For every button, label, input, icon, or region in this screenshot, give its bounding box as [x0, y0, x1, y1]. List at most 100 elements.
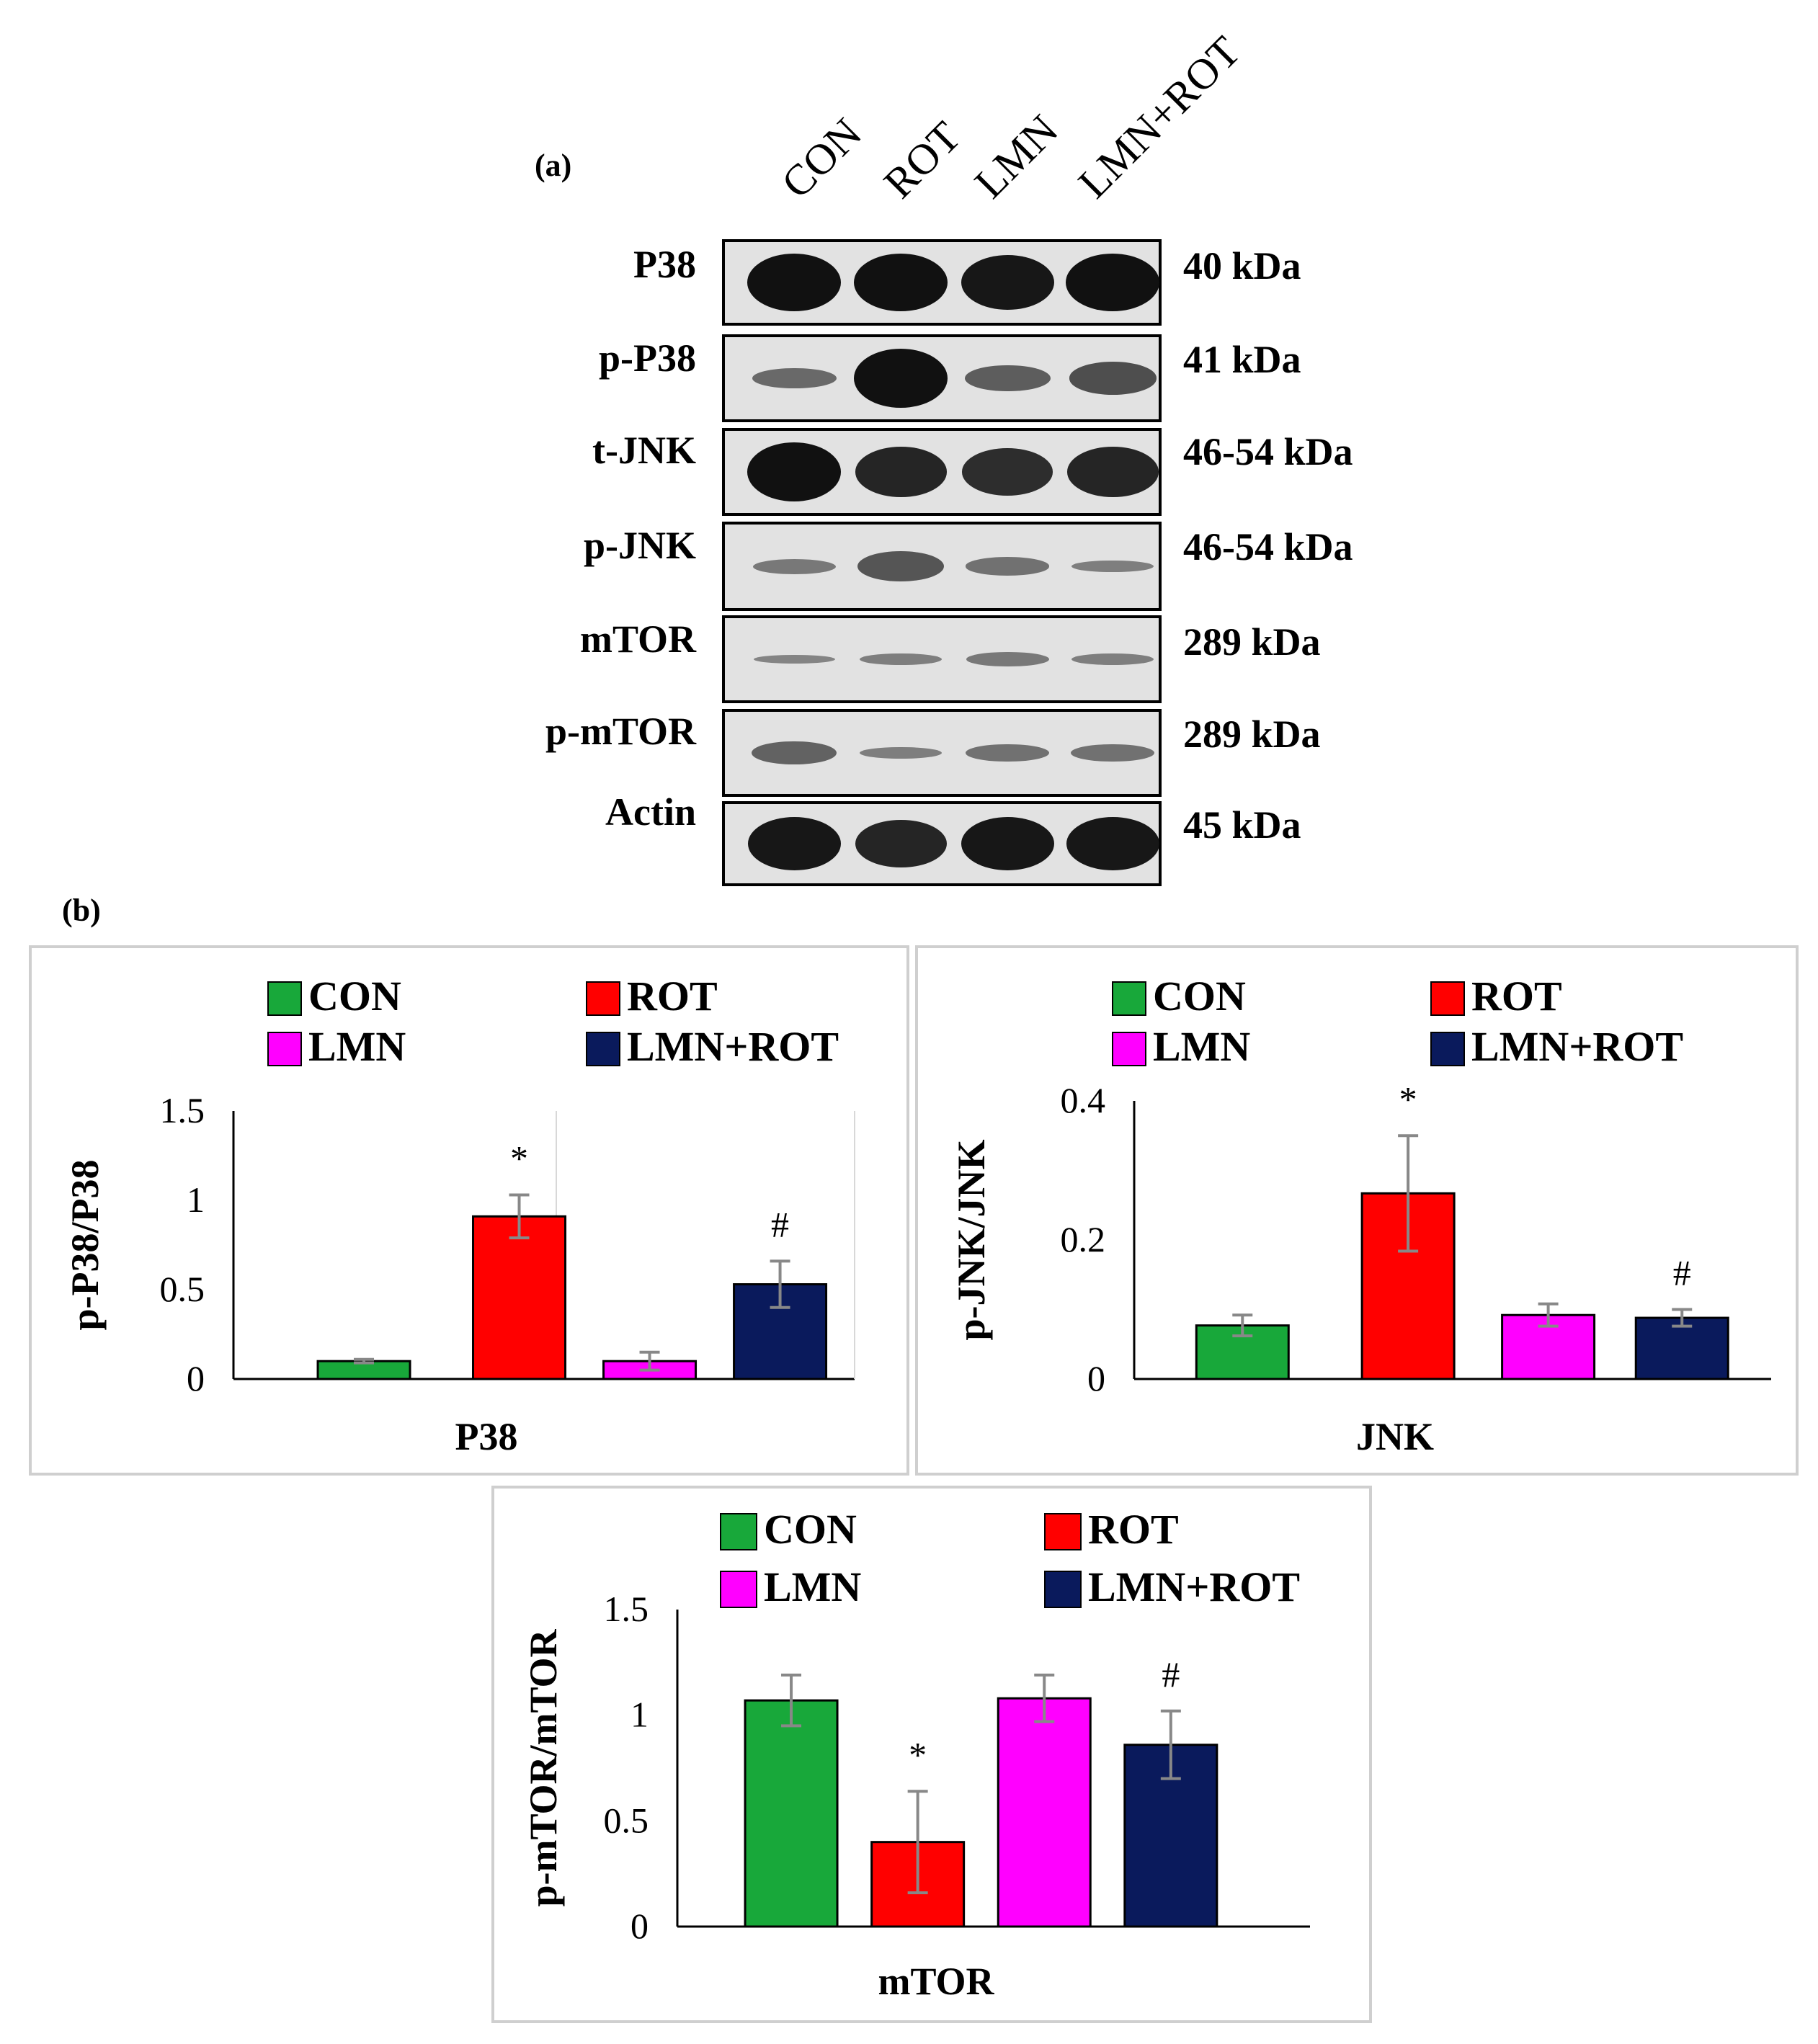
blot-strip	[722, 334, 1162, 422]
blot-strip	[722, 428, 1162, 516]
p38-chart-frame: CON ROT LMN LMN+ROT 0 0.5 1 1.5 * # P38 p-P38/P38	[29, 945, 909, 1476]
legend-label: CON	[764, 1506, 857, 1553]
blot-band	[1069, 362, 1157, 395]
legend-swatch	[1044, 1513, 1082, 1550]
y-tick-label: 1	[630, 1695, 649, 1735]
blot-band	[961, 816, 1054, 871]
lane-label: LMN	[965, 105, 1067, 207]
blot-band	[966, 744, 1049, 762]
blot-protein-label: p-mTOR	[545, 710, 696, 753]
y-tick-label: 1.5	[160, 1090, 205, 1130]
blot-band	[966, 557, 1049, 576]
y-tick-label: 0	[187, 1358, 205, 1398]
legend-label: CON	[308, 973, 401, 1019]
blot-kda-label: 289 kDa	[1183, 620, 1321, 664]
y-tick-label: 0.5	[160, 1269, 205, 1309]
blot-band	[860, 746, 942, 759]
blot-band	[1071, 560, 1154, 573]
x-axis-label: JNK	[1356, 1415, 1434, 1458]
legend-label: LMN+ROT	[627, 1023, 839, 1070]
jnk-chart-frame: CON ROT LMN LMN+ROT 0 0.2 0.4 * # JNK p-JNK/JNK	[915, 945, 1799, 1476]
blot-band	[1071, 653, 1154, 666]
panel-b-label: (b)	[62, 893, 101, 928]
legend-swatch	[586, 1032, 620, 1066]
mtor-chart: CON ROT LMN LMN+ROT 0 0.5 1 1.5 * # mTOR p-mTOR/mTO…	[522, 1506, 1310, 2003]
y-tick-label: 0	[630, 1906, 649, 1946]
x-axis-label: mTOR	[878, 1960, 994, 2003]
blot-band	[752, 558, 836, 574]
bar	[1634, 1316, 1729, 1380]
blot-kda-label: 46-54 kDa	[1183, 525, 1353, 568]
blot-kda-label: 46-54 kDa	[1183, 430, 1353, 473]
blot-kda-label: 40 kDa	[1183, 244, 1301, 287]
y-tick-label: 1	[187, 1179, 205, 1220]
blot-band	[752, 741, 837, 765]
blot-strip	[722, 615, 1162, 703]
blot-band	[1066, 447, 1159, 497]
legend-label: LMN	[308, 1023, 406, 1070]
blot-kda-label: 41 kDa	[1183, 338, 1301, 381]
lane-label: ROT	[874, 112, 970, 207]
y-axis-label: p-JNK/JNK	[950, 1139, 993, 1340]
y-tick-label: 0.5	[604, 1800, 649, 1840]
significance-marker: *	[1399, 1079, 1417, 1119]
blot-band	[860, 653, 942, 666]
legend-label: LMN	[764, 1563, 861, 1610]
blot-protein-label: P38	[633, 243, 696, 286]
legend-label: LMN+ROT	[1088, 1563, 1300, 1610]
blot-protein-label: t-JNK	[592, 429, 696, 472]
p38-chart: CON ROT LMN LMN+ROT 0 0.5 1 1.5 * # P38 p-P38/P38	[63, 973, 855, 1458]
legend-swatch	[720, 1571, 757, 1608]
blot-strip	[722, 801, 1162, 886]
y-tick-label: 0.2	[1061, 1219, 1106, 1259]
blot-band	[747, 442, 841, 501]
legend-label: CON	[1153, 973, 1246, 1019]
blot-protein-label: p-JNK	[583, 524, 696, 567]
panel-a-label: (a)	[535, 148, 572, 183]
significance-marker: #	[1673, 1253, 1691, 1293]
legend-swatch	[1430, 1032, 1465, 1066]
y-tick-label: 0.4	[1061, 1080, 1106, 1120]
blot-band	[964, 365, 1051, 392]
blot-protein-label: p-P38	[599, 336, 696, 380]
bar	[744, 1699, 839, 1928]
blot-band	[753, 654, 835, 664]
western-blot: CON ROT LMN LMN+ROT P38 40 kDa p-P38 41 kDa t-JN…	[0, 0, 1818, 893]
lane-label: CON	[772, 109, 871, 207]
y-axis-label: p-mTOR/mTOR	[522, 1628, 565, 1906]
blot-band	[752, 367, 837, 389]
legend-swatch	[586, 981, 620, 1016]
lane-label: LMN+ROT	[1069, 27, 1249, 207]
blot-band	[1066, 254, 1159, 311]
blot-band	[854, 349, 948, 408]
blot-protein-label: mTOR	[579, 617, 696, 661]
blot-band	[855, 819, 947, 868]
blot-strip	[722, 709, 1162, 797]
blot-kda-label: 289 kDa	[1183, 713, 1321, 756]
significance-marker: #	[771, 1204, 789, 1244]
bar	[733, 1283, 828, 1380]
jnk-chart: CON ROT LMN LMN+ROT 0 0.2 0.4 * # JNK p-JNK/JNK	[950, 973, 1771, 1458]
blot-protein-label: Actin	[605, 790, 696, 834]
mtor-chart-frame: CON ROT LMN LMN+ROT 0 0.5 1 1.5 * # mTOR p-mTOR/mTO…	[491, 1486, 1372, 2023]
legend-swatch	[1044, 1571, 1082, 1608]
legend-swatch	[1112, 1032, 1146, 1066]
y-axis-label: p-P38/P38	[63, 1160, 107, 1331]
blot-strip	[722, 239, 1162, 326]
blot-kda-label: 45 kDa	[1183, 803, 1301, 847]
blot-band	[961, 255, 1054, 310]
bar	[472, 1215, 567, 1380]
y-tick-label: 1.5	[604, 1589, 649, 1629]
legend-label: LMN	[1153, 1023, 1250, 1070]
blot-strip	[722, 522, 1162, 611]
legend-label: LMN+ROT	[1471, 1023, 1683, 1070]
blot-band	[747, 816, 841, 871]
legend-swatch	[1430, 981, 1465, 1016]
legend-label: ROT	[1471, 973, 1562, 1019]
legend-swatch	[267, 1032, 302, 1066]
legend-swatch	[267, 981, 302, 1016]
blot-band	[747, 254, 841, 311]
significance-marker: #	[1162, 1654, 1180, 1695]
bar	[997, 1697, 1092, 1928]
y-tick-label: 0	[1087, 1358, 1105, 1398]
